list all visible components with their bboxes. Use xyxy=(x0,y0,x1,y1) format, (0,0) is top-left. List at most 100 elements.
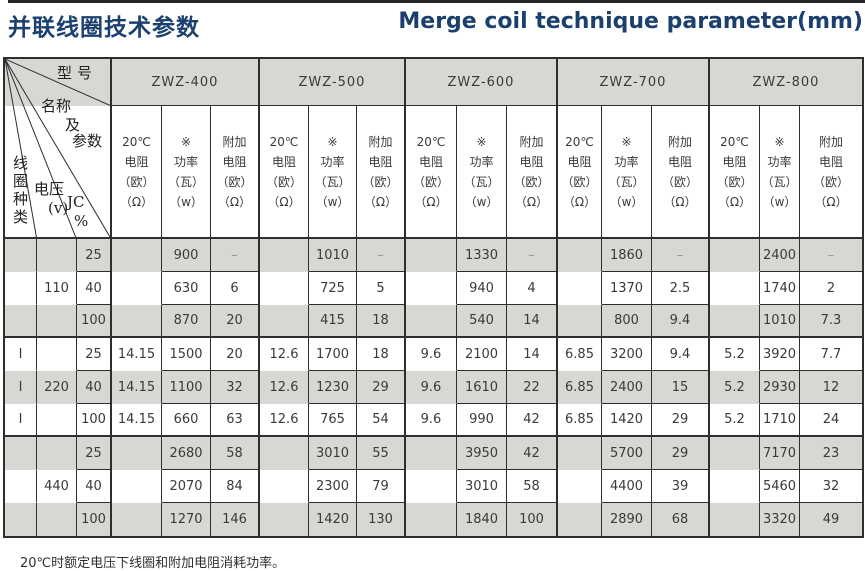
subheader-power: ※ 功率 （瓦） （w） xyxy=(162,106,211,239)
resistance-cell: 12.6 xyxy=(260,404,309,437)
extra-resistance-cell: 23 xyxy=(800,437,862,470)
resistance-cell xyxy=(406,305,457,338)
subheader-extra_resistance: 附加 电阻 （欧） （Ω） xyxy=(357,106,406,239)
resistance-cell xyxy=(112,239,162,272)
extra-resistance-cell: 20 xyxy=(211,305,260,338)
resistance-cell xyxy=(406,437,457,470)
resistance-cell xyxy=(112,437,162,470)
power-cell: 2400 xyxy=(760,239,800,272)
resistance-cell xyxy=(558,305,602,338)
coil-type-cell: I xyxy=(5,338,37,371)
extra-resistance-cell: 2.5 xyxy=(652,272,710,305)
subheader-line: （瓦） xyxy=(167,174,204,189)
extra-resistance-cell: 18 xyxy=(357,305,406,338)
resistance-cell xyxy=(406,272,457,305)
subheader-line: ※ xyxy=(774,134,785,149)
resistance-cell xyxy=(112,503,162,536)
power-cell: 630 xyxy=(162,272,211,305)
subheader-line: 20℃ xyxy=(269,134,299,149)
subheader-line: ※ xyxy=(621,134,632,149)
power-cell: 1010 xyxy=(309,239,357,272)
power-cell: 1500 xyxy=(162,338,211,371)
extra-resistance-cell: 7.7 xyxy=(800,338,862,371)
extra-resistance-cell: 63 xyxy=(211,404,260,437)
power-cell: 7170 xyxy=(760,437,800,470)
resistance-cell: 14.15 xyxy=(112,404,162,437)
model-header: ZWZ-400 xyxy=(112,59,260,106)
power-cell: 725 xyxy=(309,272,357,305)
extra-resistance-cell: 18 xyxy=(357,338,406,371)
extra-resistance-cell: 130 xyxy=(357,503,406,536)
power-cell: 1610 xyxy=(457,371,507,404)
subheader-line: （w） xyxy=(609,194,644,209)
power-cell: 2930 xyxy=(760,371,800,404)
coil-type-cell xyxy=(5,239,37,272)
resistance-cell xyxy=(260,470,309,503)
voltage-cell xyxy=(37,305,77,338)
extra-resistance-cell: 15 xyxy=(652,371,710,404)
jc-percent-cell: 100 xyxy=(77,503,112,536)
subheader-extra_resistance: 附加 电阻 （欧） （Ω） xyxy=(652,106,710,239)
corner-label-voltage: 电压 xyxy=(34,180,65,198)
subheader-line: （Ω） xyxy=(562,194,597,209)
power-cell: 1010 xyxy=(760,305,800,338)
extra-resistance-cell: 58 xyxy=(211,437,260,470)
power-cell: 800 xyxy=(602,305,652,338)
power-cell: 2100 xyxy=(457,338,507,371)
extra-resistance-cell: 84 xyxy=(211,470,260,503)
resistance-cell xyxy=(260,239,309,272)
resistance-cell: 9.6 xyxy=(406,371,457,404)
resistance-cell: 14.15 xyxy=(112,371,162,404)
voltage-cell: 220 xyxy=(37,371,77,404)
extra-resistance-cell: – xyxy=(800,239,862,272)
power-cell: 2890 xyxy=(602,503,652,536)
subheader-line: 功率 xyxy=(173,154,198,169)
resistance-cell: 12.6 xyxy=(260,338,309,371)
resistance-cell: 9.6 xyxy=(406,338,457,371)
power-cell: 900 xyxy=(162,239,211,272)
power-cell: 2070 xyxy=(162,470,211,503)
extra-resistance-cell: 2 xyxy=(800,272,862,305)
subheader-line: （Ω） xyxy=(663,194,697,209)
subheader-line: （w） xyxy=(762,194,797,209)
resistance-cell xyxy=(710,437,760,470)
resistance-cell: 9.6 xyxy=(406,404,457,437)
coil-type-cell xyxy=(5,470,37,503)
subheader-line: 电阻 xyxy=(368,154,393,169)
subheader-line: （欧） xyxy=(661,174,698,189)
subheader-resistance: 20℃ 电阻 （欧） （Ω） xyxy=(260,106,309,239)
power-cell: 765 xyxy=(309,404,357,437)
subheader-line: 电阻 xyxy=(567,154,592,169)
extra-resistance-cell: 29 xyxy=(652,404,710,437)
resistance-cell xyxy=(558,272,602,305)
corner-label-voltage-unit: (v) xyxy=(48,199,69,217)
power-cell: 1100 xyxy=(162,371,211,404)
extra-resistance-cell: 42 xyxy=(507,404,558,437)
extra-resistance-cell: 29 xyxy=(652,437,710,470)
resistance-cell: 5.2 xyxy=(710,404,760,437)
subheader-line: （Ω） xyxy=(119,194,154,209)
voltage-cell xyxy=(37,404,77,437)
subheader-line: （瓦） xyxy=(761,174,798,189)
power-cell: 2300 xyxy=(309,470,357,503)
extra-resistance-cell: 58 xyxy=(507,470,558,503)
subheader-resistance: 20℃ 电阻 （欧） （Ω） xyxy=(710,106,760,239)
subheader-line: 20℃ xyxy=(416,134,446,149)
resistance-cell xyxy=(558,437,602,470)
voltage-cell: 110 xyxy=(37,272,77,305)
corner-label-name: 名称 xyxy=(41,97,72,115)
subheader-line: 电阻 xyxy=(271,154,296,169)
extra-resistance-cell: – xyxy=(507,239,558,272)
subheader-line: 附加 xyxy=(667,134,692,149)
subheader-line: 20℃ xyxy=(720,134,749,149)
corner-label-parameter: 参数 xyxy=(72,132,103,150)
subheader-line: 附加 xyxy=(368,134,393,149)
subheader-line: 功率 xyxy=(320,154,345,169)
extra-resistance-cell: 146 xyxy=(211,503,260,536)
extra-resistance-cell: 55 xyxy=(357,437,406,470)
subheader-line: （瓦） xyxy=(608,174,645,189)
power-cell: 5460 xyxy=(760,470,800,503)
resistance-cell xyxy=(112,470,162,503)
power-cell: 1370 xyxy=(602,272,652,305)
corner-label-and: 及 xyxy=(65,116,81,134)
